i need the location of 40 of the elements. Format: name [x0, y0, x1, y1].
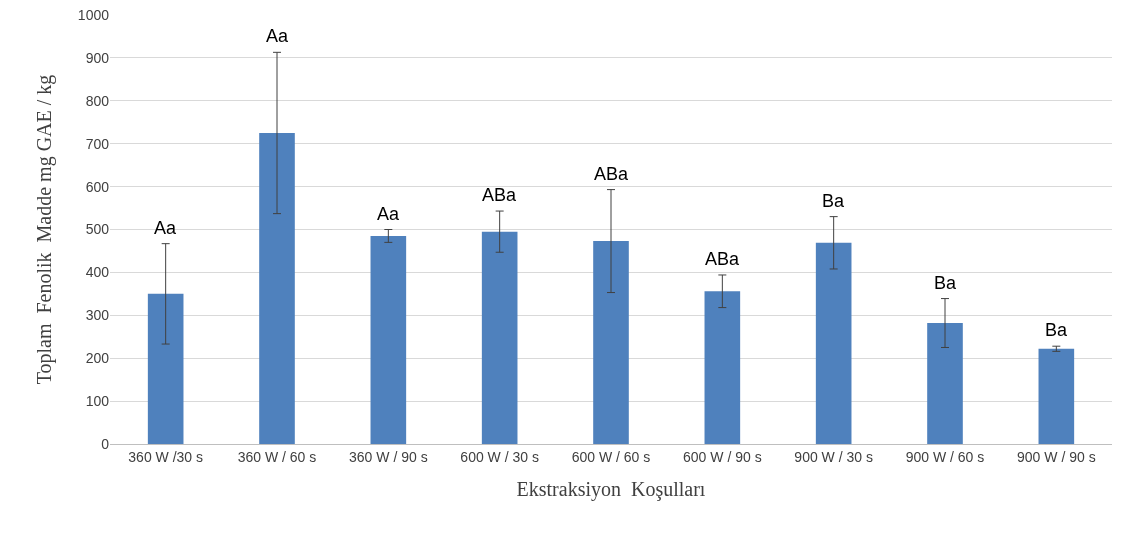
x-tick-label: 900 W / 30 s [794, 448, 873, 465]
bar [593, 241, 629, 444]
annotation: ABa [705, 249, 741, 269]
annotation: Ba [934, 273, 958, 293]
y-tick-label: 200 [85, 350, 110, 367]
bar [147, 293, 184, 444]
bar [1038, 348, 1075, 444]
x-tick-label: 360 W / 60 s [237, 448, 317, 465]
y-tick-label: 700 [85, 135, 110, 152]
y-tick-label: 1000 [77, 6, 110, 23]
bar [259, 132, 295, 444]
annotation: Aa [266, 26, 290, 46]
y-tick-label: 900 [85, 49, 110, 66]
bar [815, 242, 852, 444]
x-tick-label: 900 W / 90 s [1017, 448, 1096, 465]
x-axis-title: Ekstraksiyon Koşulları [516, 478, 706, 502]
x-tick-label: 900 W / 60 s [905, 448, 985, 465]
bar [927, 323, 963, 444]
bar [370, 235, 407, 444]
y-tick-label: 800 [85, 92, 110, 109]
x-tick-label: 600 W / 30 s [460, 448, 539, 465]
x-tick-label: 360 W /30 s [128, 448, 204, 465]
x-tick-label: 600 W / 90 s [683, 448, 762, 465]
x-tick-label: 600 W / 60 s [571, 448, 651, 465]
bar [481, 231, 518, 444]
annotation: Ba [822, 191, 846, 211]
annotation: Aa [154, 218, 178, 238]
x-tick-label: 360 W / 90 s [349, 448, 428, 465]
y-tick-label: 600 [85, 178, 110, 195]
y-tick-label: 0 [101, 435, 110, 452]
annotation: ABa [594, 164, 630, 184]
bar [704, 291, 741, 444]
y-axis-title: Toplam Fenolik Madde mg GAE / kg [33, 74, 57, 385]
annotation: Aa [377, 204, 401, 224]
annotation: ABa [482, 185, 518, 205]
y-tick-label: 300 [85, 307, 110, 324]
y-tick-label: 500 [85, 221, 110, 238]
y-tick-label: 400 [85, 264, 110, 281]
y-tick-label: 100 [85, 393, 110, 409]
annotation: Ba [1045, 320, 1069, 340]
